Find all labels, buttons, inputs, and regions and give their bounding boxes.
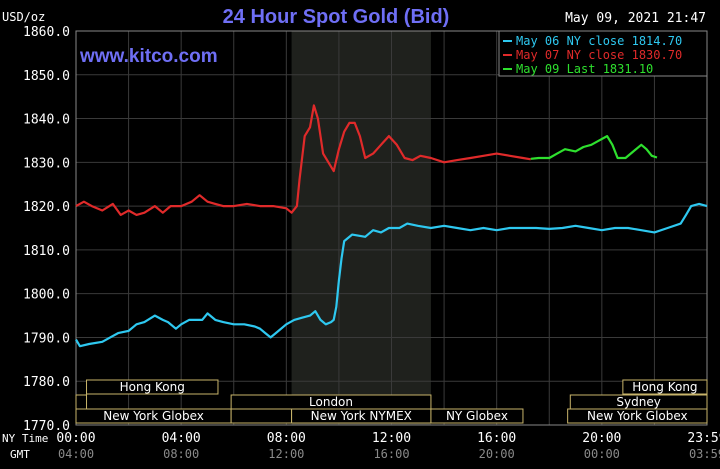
- y-tick-label: 1800.0: [23, 288, 70, 303]
- market-session-label: New York NYMEX: [311, 409, 412, 423]
- x-tick-label-gmt: 03:59: [689, 447, 720, 461]
- y-tick-label: 1860.0: [23, 25, 70, 40]
- x-axis-ny-label: NY Time: [2, 432, 48, 445]
- y-tick-label: 1830.0: [23, 156, 70, 171]
- market-session-bar: [567, 408, 708, 424]
- kitco-watermark: www.kitco.com: [79, 46, 218, 67]
- y-axis-unit: USD/oz: [2, 10, 45, 24]
- x-tick-label-gmt: 20:00: [479, 447, 515, 461]
- chart-title: 24 Hour Spot Gold (Bid): [223, 6, 450, 28]
- y-tick-label: 1810.0: [23, 244, 70, 259]
- series-line-0: [75, 202, 708, 348]
- y-tick-label: 1780.0: [23, 375, 70, 390]
- series-line-2: [530, 135, 658, 160]
- x-tick-label-gmt: 08:00: [163, 447, 199, 461]
- plot-border: [75, 30, 708, 426]
- legend-box: [498, 30, 708, 77]
- x-tick-label-ny: 12:00: [372, 431, 411, 446]
- nymex-session-shade: [291, 31, 431, 425]
- y-tick-label: 1820.0: [23, 200, 70, 215]
- legend-entry: May 07 NY close 1830.70: [516, 48, 682, 62]
- market-session-bar: [430, 408, 524, 424]
- x-tick-label-ny: 04:00: [162, 431, 201, 446]
- market-session-label: New York Globex: [103, 409, 204, 423]
- market-session-bar: [622, 379, 708, 395]
- x-tick-label-ny: 20:00: [582, 431, 621, 446]
- series-line-1: [75, 104, 531, 216]
- market-session-bar: [86, 379, 219, 395]
- legend-entry: May 09 Last 1831.10: [516, 62, 653, 76]
- x-tick-label-gmt: 12:00: [268, 447, 304, 461]
- y-tick-label: 1790.0: [23, 331, 70, 346]
- y-tick-label: 1770.0: [23, 419, 70, 434]
- x-tick-label-gmt: 04:00: [58, 447, 94, 461]
- y-tick-label: 1850.0: [23, 69, 70, 84]
- market-session-label: London: [309, 395, 353, 409]
- x-tick-label-ny: 00:00: [56, 431, 95, 446]
- legend-entry: May 06 NY close 1814.70: [516, 34, 682, 48]
- x-tick-label-gmt: 16:00: [373, 447, 409, 461]
- x-tick-label-ny: 08:00: [267, 431, 306, 446]
- market-session-label: Hong Kong: [120, 380, 185, 394]
- x-axis-gmt-label: GMT: [10, 448, 30, 461]
- market-session-bar: [75, 394, 88, 410]
- y-tick-label: 1840.0: [23, 113, 70, 128]
- market-session-label: NY Globex: [446, 409, 508, 423]
- market-session-label: New York Globex: [587, 409, 688, 423]
- x-tick-label-ny: 23:59: [687, 431, 720, 446]
- market-session-bar: [230, 408, 293, 424]
- x-tick-label-ny: 16:00: [477, 431, 516, 446]
- market-session-label: Hong Kong: [632, 380, 697, 394]
- chart-timestamp: May 09, 2021 21:47: [565, 11, 706, 26]
- x-tick-label-gmt: 00:00: [584, 447, 620, 461]
- market-session-label: Sydney: [616, 395, 660, 409]
